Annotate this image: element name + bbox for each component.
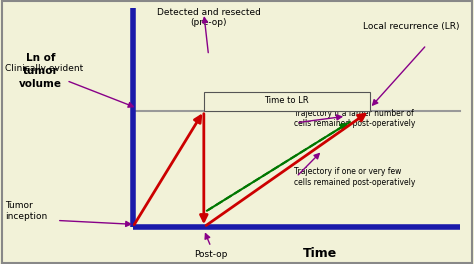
Text: Time: Time [303, 247, 337, 260]
Text: Trajectory if one or very few
cells remained post-operatively: Trajectory if one or very few cells rema… [294, 167, 415, 187]
Text: Local recurrence (LR): Local recurrence (LR) [363, 22, 460, 31]
Text: Post-op: Post-op [194, 250, 228, 259]
Text: Detected and resected
(pre-op): Detected and resected (pre-op) [156, 8, 261, 27]
Text: Ln of
tumor
volume: Ln of tumor volume [19, 53, 62, 89]
Text: Time to LR: Time to LR [264, 96, 309, 105]
Text: Tumor
inception: Tumor inception [5, 201, 47, 221]
Bar [204, 92, 370, 111]
Text: Trajectory if a larger number of
cells remained post-operatively: Trajectory if a larger number of cells r… [294, 109, 415, 129]
Text: Clinically evident: Clinically evident [5, 64, 83, 73]
